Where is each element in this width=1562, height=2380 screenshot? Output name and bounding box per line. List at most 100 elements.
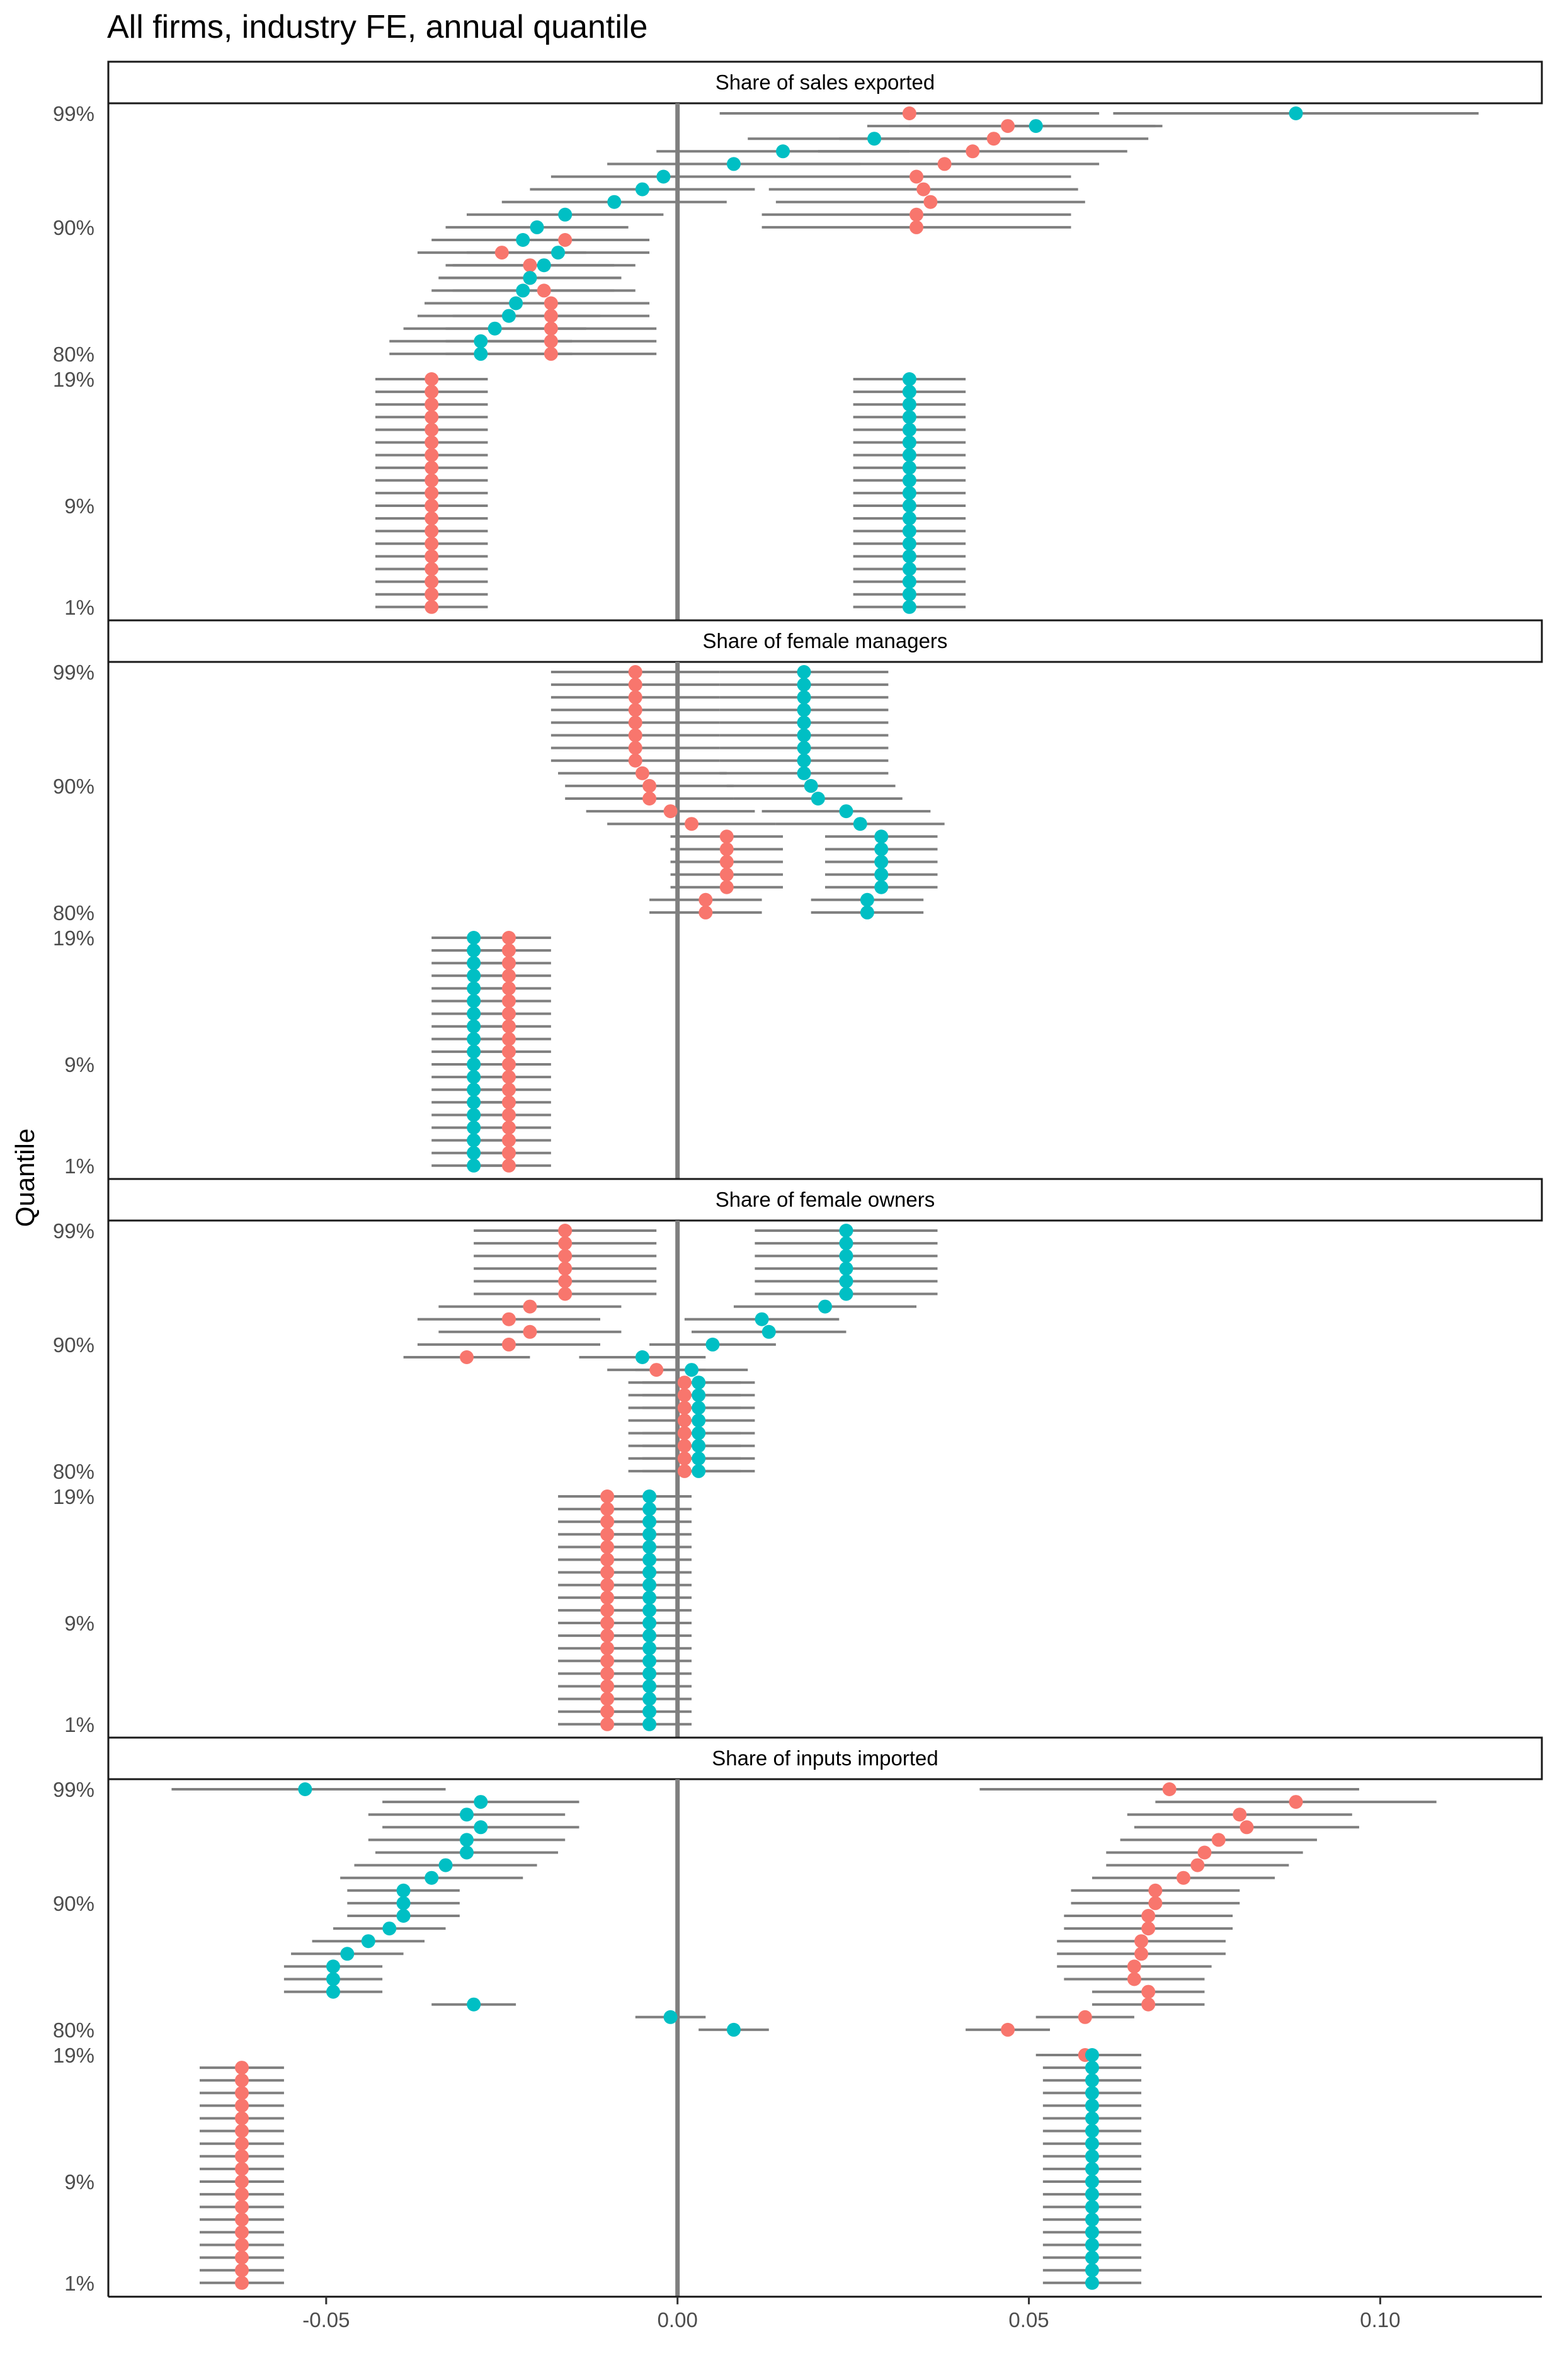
data-point: [1240, 1820, 1254, 1835]
data-point: [677, 1451, 692, 1466]
data-point: [839, 1261, 853, 1276]
data-point: [909, 207, 924, 222]
data-point: [1148, 1896, 1163, 1910]
data-point: [719, 855, 734, 869]
data-point: [902, 587, 916, 601]
data-point: [628, 728, 642, 743]
data-point: [460, 1833, 474, 1847]
data-point: [234, 2200, 249, 2214]
data-point: [642, 1654, 657, 1668]
data-point: [558, 233, 573, 247]
data-point: [818, 1299, 832, 1314]
y-tick-label: 19%: [53, 1485, 94, 1508]
y-tick-label: 9%: [64, 1612, 94, 1635]
data-point: [326, 1959, 341, 1974]
x-tick-label: 0.10: [1360, 2308, 1400, 2332]
data-point: [501, 1070, 516, 1085]
data-point: [692, 1375, 706, 1390]
data-point: [719, 880, 734, 894]
data-point: [474, 1795, 488, 1809]
x-tick-label: 0.05: [1008, 2308, 1049, 2332]
data-point: [501, 943, 516, 958]
y-tick-label: 99%: [53, 102, 94, 125]
data-point: [839, 1274, 853, 1289]
data-point: [986, 132, 1001, 146]
data-point: [509, 296, 523, 310]
data-point: [902, 372, 916, 386]
data-point: [425, 372, 439, 386]
data-point: [600, 1666, 615, 1681]
data-point: [1085, 2161, 1099, 2176]
y-tick-label: 90%: [53, 775, 94, 798]
data-point: [600, 1590, 615, 1605]
data-point: [501, 1108, 516, 1122]
data-point: [425, 486, 439, 500]
data-point: [425, 397, 439, 412]
data-point: [874, 829, 889, 844]
data-point: [425, 385, 439, 399]
data-point: [937, 157, 952, 171]
panel-strip-label: Share of sales exported: [715, 71, 935, 94]
data-point: [649, 1363, 664, 1377]
data-point: [467, 969, 481, 983]
data-point: [839, 1249, 853, 1263]
points-red: [460, 1224, 692, 1731]
data-point: [396, 1896, 411, 1910]
data-point: [494, 246, 509, 260]
points-teal: [298, 1782, 1099, 2290]
data-point: [642, 792, 657, 806]
data-point: [902, 385, 916, 399]
data-point: [1078, 2010, 1092, 2024]
data-point: [1085, 2250, 1099, 2265]
x-tick-label: 0.00: [658, 2308, 698, 2332]
data-point: [663, 2010, 678, 2024]
data-point: [1141, 1984, 1156, 1999]
data-point: [642, 1540, 657, 1554]
data-point: [425, 562, 439, 576]
data-point: [677, 1464, 692, 1478]
data-point: [501, 309, 516, 323]
data-point: [902, 106, 916, 120]
data-point: [628, 753, 642, 768]
data-point: [663, 804, 678, 819]
data-point: [467, 1095, 481, 1110]
data-point: [467, 981, 481, 996]
data-point: [1289, 106, 1303, 120]
data-point: [501, 1133, 516, 1147]
data-point: [600, 1603, 615, 1617]
data-point: [600, 1616, 615, 1630]
data-point: [628, 741, 642, 755]
data-point: [860, 892, 874, 907]
panel-strip: [107, 60, 1543, 105]
data-point: [425, 460, 439, 475]
points-red: [501, 665, 734, 1173]
y-tick-label: 80%: [53, 901, 94, 925]
data-point: [467, 943, 481, 958]
data-point: [600, 1578, 615, 1592]
data-point: [656, 169, 671, 184]
data-point: [1085, 2073, 1099, 2088]
data-point: [234, 2225, 249, 2240]
data-point: [902, 524, 916, 538]
data-point: [902, 473, 916, 487]
data-point: [1085, 2187, 1099, 2202]
y-tick-label: 1%: [64, 2272, 94, 2295]
data-point: [642, 1590, 657, 1605]
data-point: [1141, 1922, 1156, 1936]
data-point: [558, 1287, 573, 1301]
data-point: [635, 182, 649, 196]
data-point: [685, 1363, 699, 1377]
x-tick-label: -0.05: [302, 2308, 350, 2332]
data-point: [1177, 1870, 1190, 1885]
data-point: [677, 1426, 692, 1440]
data-point: [501, 1312, 516, 1326]
data-point: [902, 435, 916, 450]
data-point: [692, 1413, 706, 1428]
data-point: [501, 1006, 516, 1021]
data-point: [467, 1070, 481, 1085]
data-point: [558, 1224, 573, 1238]
x-axis: -0.05 0.00 0.05 0.10: [108, 2296, 1542, 2332]
data-point: [501, 969, 516, 983]
data-point: [677, 1413, 692, 1428]
